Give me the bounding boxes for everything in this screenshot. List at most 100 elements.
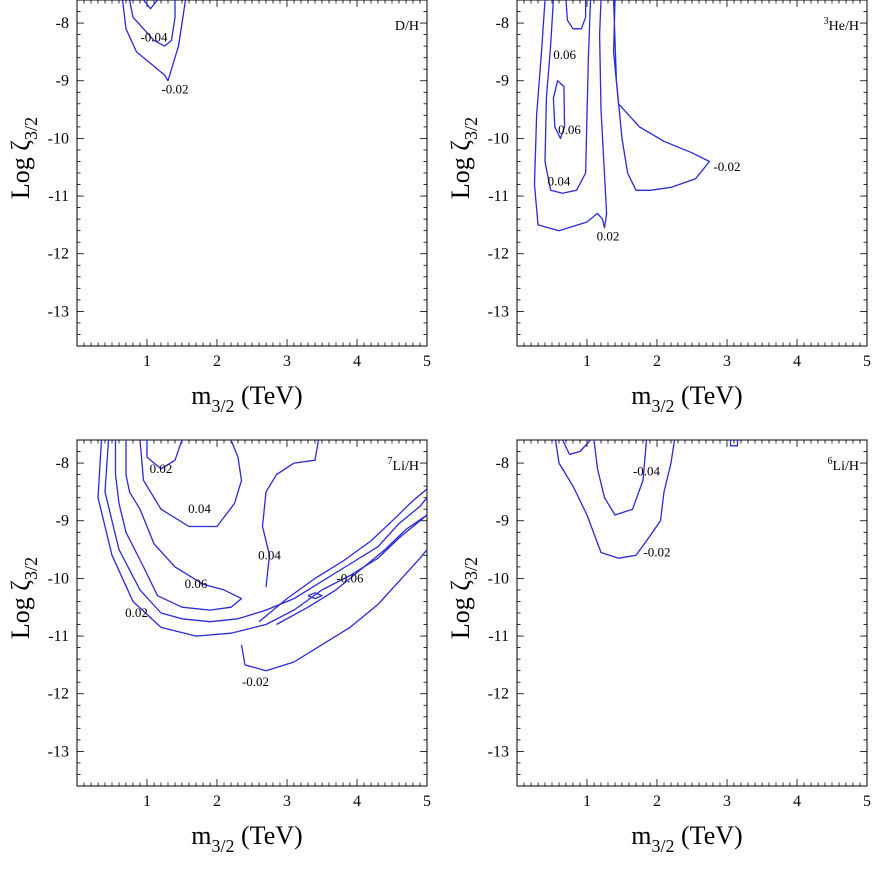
- contour-lines: [533, 0, 711, 232]
- contour-label: 0.04: [548, 174, 571, 189]
- contour-line: [552, 80, 566, 140]
- contour-label: 0.06: [553, 47, 576, 62]
- y-tick-label: -10: [48, 130, 69, 147]
- plot-frame: [76, 0, 428, 347]
- contour-line: [276, 514, 427, 626]
- contour-line: [240, 549, 427, 672]
- contour-line: [544, 0, 592, 194]
- x-tick-label: 3: [723, 353, 731, 370]
- contour-label: -0.02: [643, 544, 670, 559]
- chart-panel-1: 1 2 3 4 5 -8 -9 -10 -11 -12 -13 m3/2 (TeV) Log ζ3/2 D…: [6, 0, 431, 416]
- y-axis-label: Log ζ3/2: [446, 117, 481, 199]
- x-tick-label: 1: [583, 793, 591, 810]
- contour-label: 0.06: [185, 576, 208, 591]
- contour-label: -0.04: [140, 29, 168, 44]
- x-tick-label: 5: [863, 793, 871, 810]
- contour-line: [261, 440, 320, 588]
- contour-label: -0.06: [336, 570, 364, 585]
- x-tick-label: 4: [793, 793, 801, 810]
- contour-label: 0.04: [258, 547, 281, 562]
- y-tick-label: -9: [56, 73, 69, 90]
- contour-label: -0.02: [713, 159, 740, 174]
- contour-label: 0.02: [597, 228, 620, 243]
- chart-panel-4: 1 2 3 4 5 -8 -9 -10 -11 -12 -13 m3/2 (TeV) Log ζ3/2 6…: [446, 439, 871, 856]
- y-tick-label: -8: [56, 455, 69, 472]
- y-tick-label: -13: [48, 743, 69, 760]
- x-tick-label: 1: [143, 793, 151, 810]
- contour-label: -0.02: [242, 674, 269, 689]
- contour-line: [139, 440, 243, 528]
- x-tick-label: 2: [213, 793, 221, 810]
- contour-line: [114, 440, 243, 611]
- contour-line: [612, 0, 711, 191]
- y-tick-label: -8: [56, 15, 69, 32]
- contour-label: 0.02: [125, 605, 148, 620]
- contour-line: [565, 0, 587, 30]
- y-axis-label: Log ζ3/2: [446, 557, 481, 639]
- y-tick-label: -10: [48, 570, 69, 587]
- contour-line: [554, 440, 676, 559]
- y-tick-label: -9: [56, 513, 69, 530]
- contour-line: [104, 440, 427, 623]
- contour-label: -0.04: [633, 464, 661, 479]
- panel-label: D/H: [395, 19, 419, 34]
- y-tick-label: -12: [488, 686, 509, 703]
- y-axis-label: Log ζ3/2: [6, 117, 41, 199]
- x-axis-label: m3/2 (TeV): [631, 821, 742, 856]
- x-tick-label: 1: [583, 353, 591, 370]
- contour-line: [258, 488, 427, 623]
- x-tick-label: 5: [863, 353, 871, 370]
- contour-lines: [554, 440, 739, 559]
- x-axis-label: m3/2 (TeV): [631, 381, 742, 416]
- y-tick-label: -10: [488, 130, 509, 147]
- y-tick-label: -9: [496, 73, 509, 90]
- y-tick-label: -11: [488, 628, 509, 645]
- x-tick-label: 4: [793, 353, 801, 370]
- y-tick-label: -11: [48, 628, 69, 645]
- contour-line: [121, 0, 187, 82]
- y-tick-label: -8: [496, 455, 509, 472]
- panel-label: 3He/H: [824, 16, 859, 34]
- x-axis-label: m3/2 (TeV): [191, 821, 302, 856]
- contour-line: [146, 440, 183, 470]
- contour-label: -0.02: [161, 81, 188, 96]
- y-tick-label: -11: [488, 188, 509, 205]
- x-tick-label: 1: [143, 353, 151, 370]
- x-axis-label: m3/2 (TeV): [191, 381, 302, 416]
- contour-label: 0.06: [558, 122, 581, 137]
- y-tick-label: -11: [48, 188, 69, 205]
- contour-lines: [121, 0, 187, 82]
- contour-line: [97, 440, 427, 637]
- x-tick-label: 5: [423, 793, 431, 810]
- y-tick-label: -9: [496, 513, 509, 530]
- y-tick-label: -12: [48, 246, 69, 263]
- y-tick-label: -13: [488, 303, 509, 320]
- contour-line: [593, 440, 648, 516]
- contour-line: [142, 0, 159, 10]
- y-tick-label: -13: [488, 743, 509, 760]
- x-tick-label: 2: [653, 353, 661, 370]
- x-tick-label: 5: [423, 353, 431, 370]
- x-tick-label: 3: [283, 353, 291, 370]
- x-tick-label: 3: [723, 793, 731, 810]
- chart-panel-2: 1 2 3 4 5 -8 -9 -10 -11 -12 -13 m3/2 (TeV) Log ζ3/2 3…: [446, 0, 871, 416]
- x-tick-label: 3: [283, 793, 291, 810]
- contour-line: [128, 0, 176, 47]
- chart-panel-3: 1 2 3 4 5 -8 -9 -10 -11 -12 -13 m3/2 (TeV) Log ζ3/2 7…: [6, 439, 431, 856]
- y-tick-label: -10: [488, 570, 509, 587]
- y-tick-label: -13: [48, 303, 69, 320]
- contour-line: [729, 440, 739, 447]
- contour-line: [533, 0, 608, 232]
- x-tick-label: 2: [653, 793, 661, 810]
- contour-label: 0.02: [150, 461, 173, 476]
- contour-line: [307, 592, 323, 600]
- contour-label: 0.04: [188, 501, 211, 516]
- panel-label: 6Li/H: [828, 456, 859, 474]
- plot-frame: [516, 439, 868, 787]
- contour-lines: [97, 440, 427, 672]
- y-tick-label: -8: [496, 15, 509, 32]
- y-tick-label: -12: [48, 686, 69, 703]
- x-tick-label: 2: [213, 353, 221, 370]
- x-tick-label: 4: [353, 793, 361, 810]
